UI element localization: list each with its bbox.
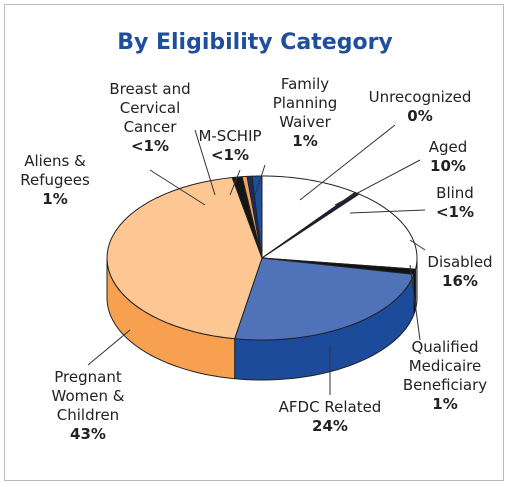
slice-label: Qualified Medicaire Beneficiary 1% — [390, 338, 500, 414]
slice — [251, 175, 263, 259]
category-label: Qualified Medicaire Beneficiary — [402, 338, 488, 394]
leader-line — [87, 329, 131, 366]
slice-label: Aged 10% — [408, 138, 488, 176]
slice — [260, 193, 418, 270]
slice-label: Pregnant Women & Children 43% — [33, 368, 143, 444]
value-label: 43% — [70, 425, 106, 443]
value-label: 16% — [442, 272, 478, 290]
value-label: 1% — [432, 395, 458, 413]
slice — [106, 176, 263, 340]
leader-line — [194, 129, 216, 196]
slice-label: Unrecognized 0% — [355, 88, 485, 126]
category-label: Pregnant Women & Children — [51, 368, 125, 424]
category-label: Aliens & Refugees — [20, 152, 90, 189]
slice-label: Disabled 16% — [415, 253, 505, 291]
value-label: 24% — [312, 417, 348, 435]
value-label: 1% — [42, 190, 68, 208]
category-label: AFDC Related — [278, 398, 382, 416]
slice — [241, 175, 263, 259]
value-label: 10% — [430, 157, 466, 175]
slice-label: AFDC Related 24% — [270, 398, 390, 436]
leader-line — [334, 159, 421, 206]
value-label: 0% — [407, 107, 433, 125]
category-label: Disabled — [427, 253, 493, 271]
slice — [246, 175, 263, 259]
category-label: Family Planning Waiver — [272, 75, 338, 131]
slice — [233, 257, 415, 341]
category-label: M-SCHIP — [198, 127, 262, 145]
slice-label: M-SCHIP <1% — [185, 127, 275, 165]
leader-line — [409, 264, 421, 341]
category-label: Blind — [436, 184, 474, 202]
leader-line — [299, 124, 396, 201]
category-label: Aged — [428, 138, 468, 156]
leader-line — [409, 239, 426, 251]
value-label: 1% — [292, 132, 318, 150]
leader-line — [349, 209, 426, 214]
category-label: Unrecognized — [368, 88, 472, 106]
slice-label: Family Planning Waiver 1% — [260, 75, 350, 151]
value-label: <1% — [210, 146, 250, 164]
slice-label: Aliens & Refugees 1% — [5, 152, 105, 209]
value-label: <1% — [435, 203, 475, 221]
category-label: Breast and Cervical Cancer — [109, 80, 191, 136]
leader-line — [149, 169, 206, 206]
slice-label: Breast and Cervical Cancer <1% — [95, 80, 205, 156]
value-label: <1% — [130, 137, 170, 155]
leader-line — [254, 164, 266, 196]
frame — [4, 4, 504, 481]
slice — [261, 175, 357, 259]
slice-label: Blind <1% — [415, 184, 495, 222]
leader-line — [229, 169, 241, 196]
chart-title: By Eligibility Category — [117, 30, 393, 55]
